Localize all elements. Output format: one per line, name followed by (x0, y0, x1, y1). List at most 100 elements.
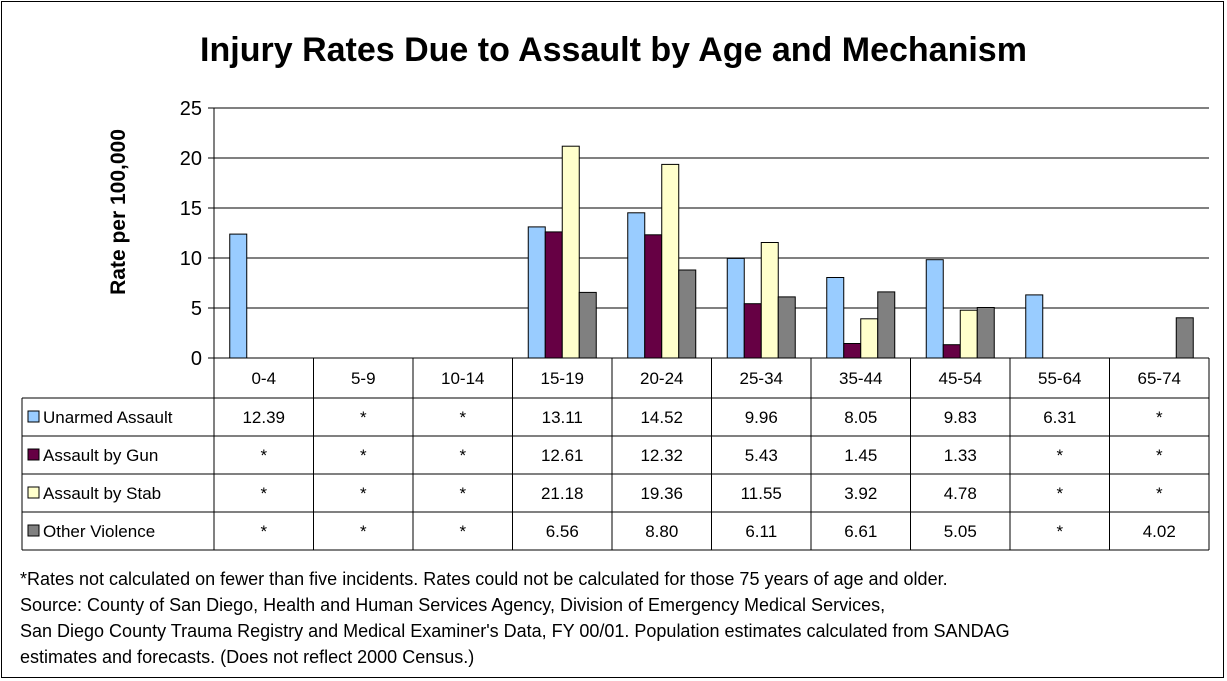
data-label: 12.39 (242, 408, 285, 427)
data-label: 5.05 (944, 522, 977, 541)
axes (208, 107, 215, 359)
bar-chart: 0 5 10 15 20 25 0-4 5-9 10-14 15-19 20-24 25-34 35-… (21, 98, 1210, 551)
x-category-label: 25-34 (740, 369, 783, 388)
data-label: 6.61 (844, 522, 877, 541)
x-category-label: 35-44 (839, 369, 882, 388)
x-category-label: 0-4 (251, 369, 276, 388)
bar (644, 234, 663, 359)
data-label: 9.83 (944, 408, 977, 427)
data-label: 12.61 (541, 446, 584, 465)
y-tick-label: 15 (180, 198, 202, 220)
y-tick-label: 0 (191, 348, 202, 370)
y-tick-labels: 0 5 10 15 20 25 (180, 98, 202, 370)
bar (229, 233, 248, 359)
y-axis-label: Rate per 100,000 (107, 129, 130, 295)
data-label: 14.52 (640, 408, 683, 427)
x-category-label: 10-14 (441, 369, 484, 388)
x-category-label: 55-64 (1038, 369, 1081, 388)
data-label: * (459, 408, 466, 427)
bar (561, 145, 580, 359)
footnotes: *Rates not calculated on fewer than five… (20, 566, 1210, 670)
data-label: 1.33 (944, 446, 977, 465)
bar (777, 296, 796, 359)
bar (942, 344, 961, 359)
data-label: * (1056, 484, 1063, 503)
data-label: * (1156, 484, 1163, 503)
data-label: 9.96 (745, 408, 778, 427)
data-label: 8.80 (645, 522, 678, 541)
x-category-label: 65-74 (1138, 369, 1181, 388)
chart-title: Injury Rates Due to Assault by Age and M… (200, 31, 1027, 69)
data-label: * (1056, 522, 1063, 541)
x-category-label: 15-19 (541, 369, 584, 388)
bar (826, 277, 845, 359)
legend-label: Assault by Stab (43, 484, 161, 503)
bar (760, 242, 779, 359)
bar (1175, 317, 1194, 359)
data-label: * (260, 522, 267, 541)
legend-label: Other Violence (43, 522, 155, 541)
legend-label: Unarmed Assault (43, 408, 173, 427)
legend-swatch (27, 448, 40, 461)
data-label: * (459, 522, 466, 541)
legend-swatch (27, 524, 40, 537)
gridlines (214, 107, 1209, 309)
bars (229, 145, 1194, 359)
data-table: 0-4 5-9 10-14 15-19 20-24 25-34 35-44 45-54 55-6… (21, 357, 1210, 551)
bar (726, 257, 745, 359)
data-label: 8.05 (844, 408, 877, 427)
bar (1025, 294, 1044, 359)
x-category-label: 20-24 (640, 369, 683, 388)
legend-swatch (27, 410, 40, 423)
footnote-line: estimates and forecasts. (Does not refle… (20, 647, 475, 667)
bar (925, 259, 944, 359)
data-label: * (260, 446, 267, 465)
data-label: * (260, 484, 267, 503)
bar (976, 307, 995, 359)
data-label: 6.31 (1043, 408, 1076, 427)
data-label: 5.43 (745, 446, 778, 465)
bar (661, 163, 680, 359)
data-label: 21.18 (541, 484, 584, 503)
bar (678, 269, 697, 359)
data-label: * (1156, 446, 1163, 465)
data-label: 13.11 (542, 408, 583, 427)
data-label: * (360, 446, 367, 465)
bar (527, 226, 546, 359)
bar (544, 231, 563, 359)
data-label: * (1056, 446, 1063, 465)
x-category-label: 45-54 (939, 369, 982, 388)
footnote-line: *Rates not calculated on fewer than five… (20, 569, 948, 589)
data-label: 4.78 (944, 484, 977, 503)
footnote-line: San Diego County Trauma Registry and Med… (20, 621, 1010, 641)
data-label: * (360, 408, 367, 427)
y-tick-label: 25 (180, 98, 202, 120)
data-label: 12.32 (640, 446, 683, 465)
data-label: 1.45 (844, 446, 877, 465)
bar (578, 291, 597, 359)
data-label: 6.11 (745, 522, 777, 541)
bar (959, 309, 978, 359)
data-label: * (459, 446, 466, 465)
y-tick-label: 20 (180, 148, 202, 170)
bar (877, 291, 896, 359)
bar (743, 303, 762, 359)
footnote-line: Source: County of San Diego, Health and … (20, 595, 886, 615)
x-category-label: 5-9 (351, 369, 376, 388)
y-tick-label: 10 (180, 248, 202, 270)
bar (860, 318, 879, 359)
data-label: 11.55 (741, 484, 782, 503)
bar (627, 212, 646, 359)
data-label: 3.92 (844, 484, 877, 503)
data-label: * (459, 484, 466, 503)
data-label: * (360, 484, 367, 503)
data-label: 6.56 (546, 522, 579, 541)
data-label: * (1156, 408, 1163, 427)
legend-label: Assault by Gun (43, 446, 158, 465)
y-tick-label: 5 (191, 298, 202, 320)
data-label: * (360, 522, 367, 541)
data-label: 19.36 (640, 484, 683, 503)
data-label: 4.02 (1143, 522, 1176, 541)
legend-swatch (27, 486, 40, 499)
